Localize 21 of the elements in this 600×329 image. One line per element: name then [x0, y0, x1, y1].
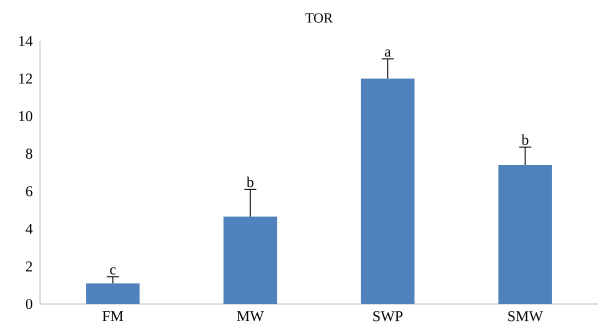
annotation: a	[384, 49, 391, 57]
y-tick-label: 0	[26, 298, 32, 310]
bar	[223, 216, 278, 304]
bar	[360, 78, 415, 304]
annotation: b	[521, 134, 528, 145]
annotation: c	[110, 267, 116, 275]
x-tick-label: SWP	[373, 311, 402, 322]
y-tick-label: 14	[19, 36, 33, 46]
y-tick-label: 6	[26, 186, 32, 196]
y-tick-label: 2	[26, 261, 32, 272]
annotation: b	[246, 176, 254, 188]
chart-title: TOR	[305, 13, 333, 23]
y-tick-label: 4	[26, 224, 33, 234]
bar	[86, 283, 140, 304]
x-tick-label: MW	[237, 311, 264, 322]
y-tick-label: 12	[19, 74, 32, 84]
bar	[498, 164, 552, 304]
x-tick-label: SMW	[508, 311, 543, 322]
y-tick-label: 10	[19, 111, 32, 122]
y-tick-label: 8	[26, 148, 32, 159]
x-tick-label: FM	[102, 311, 124, 321]
